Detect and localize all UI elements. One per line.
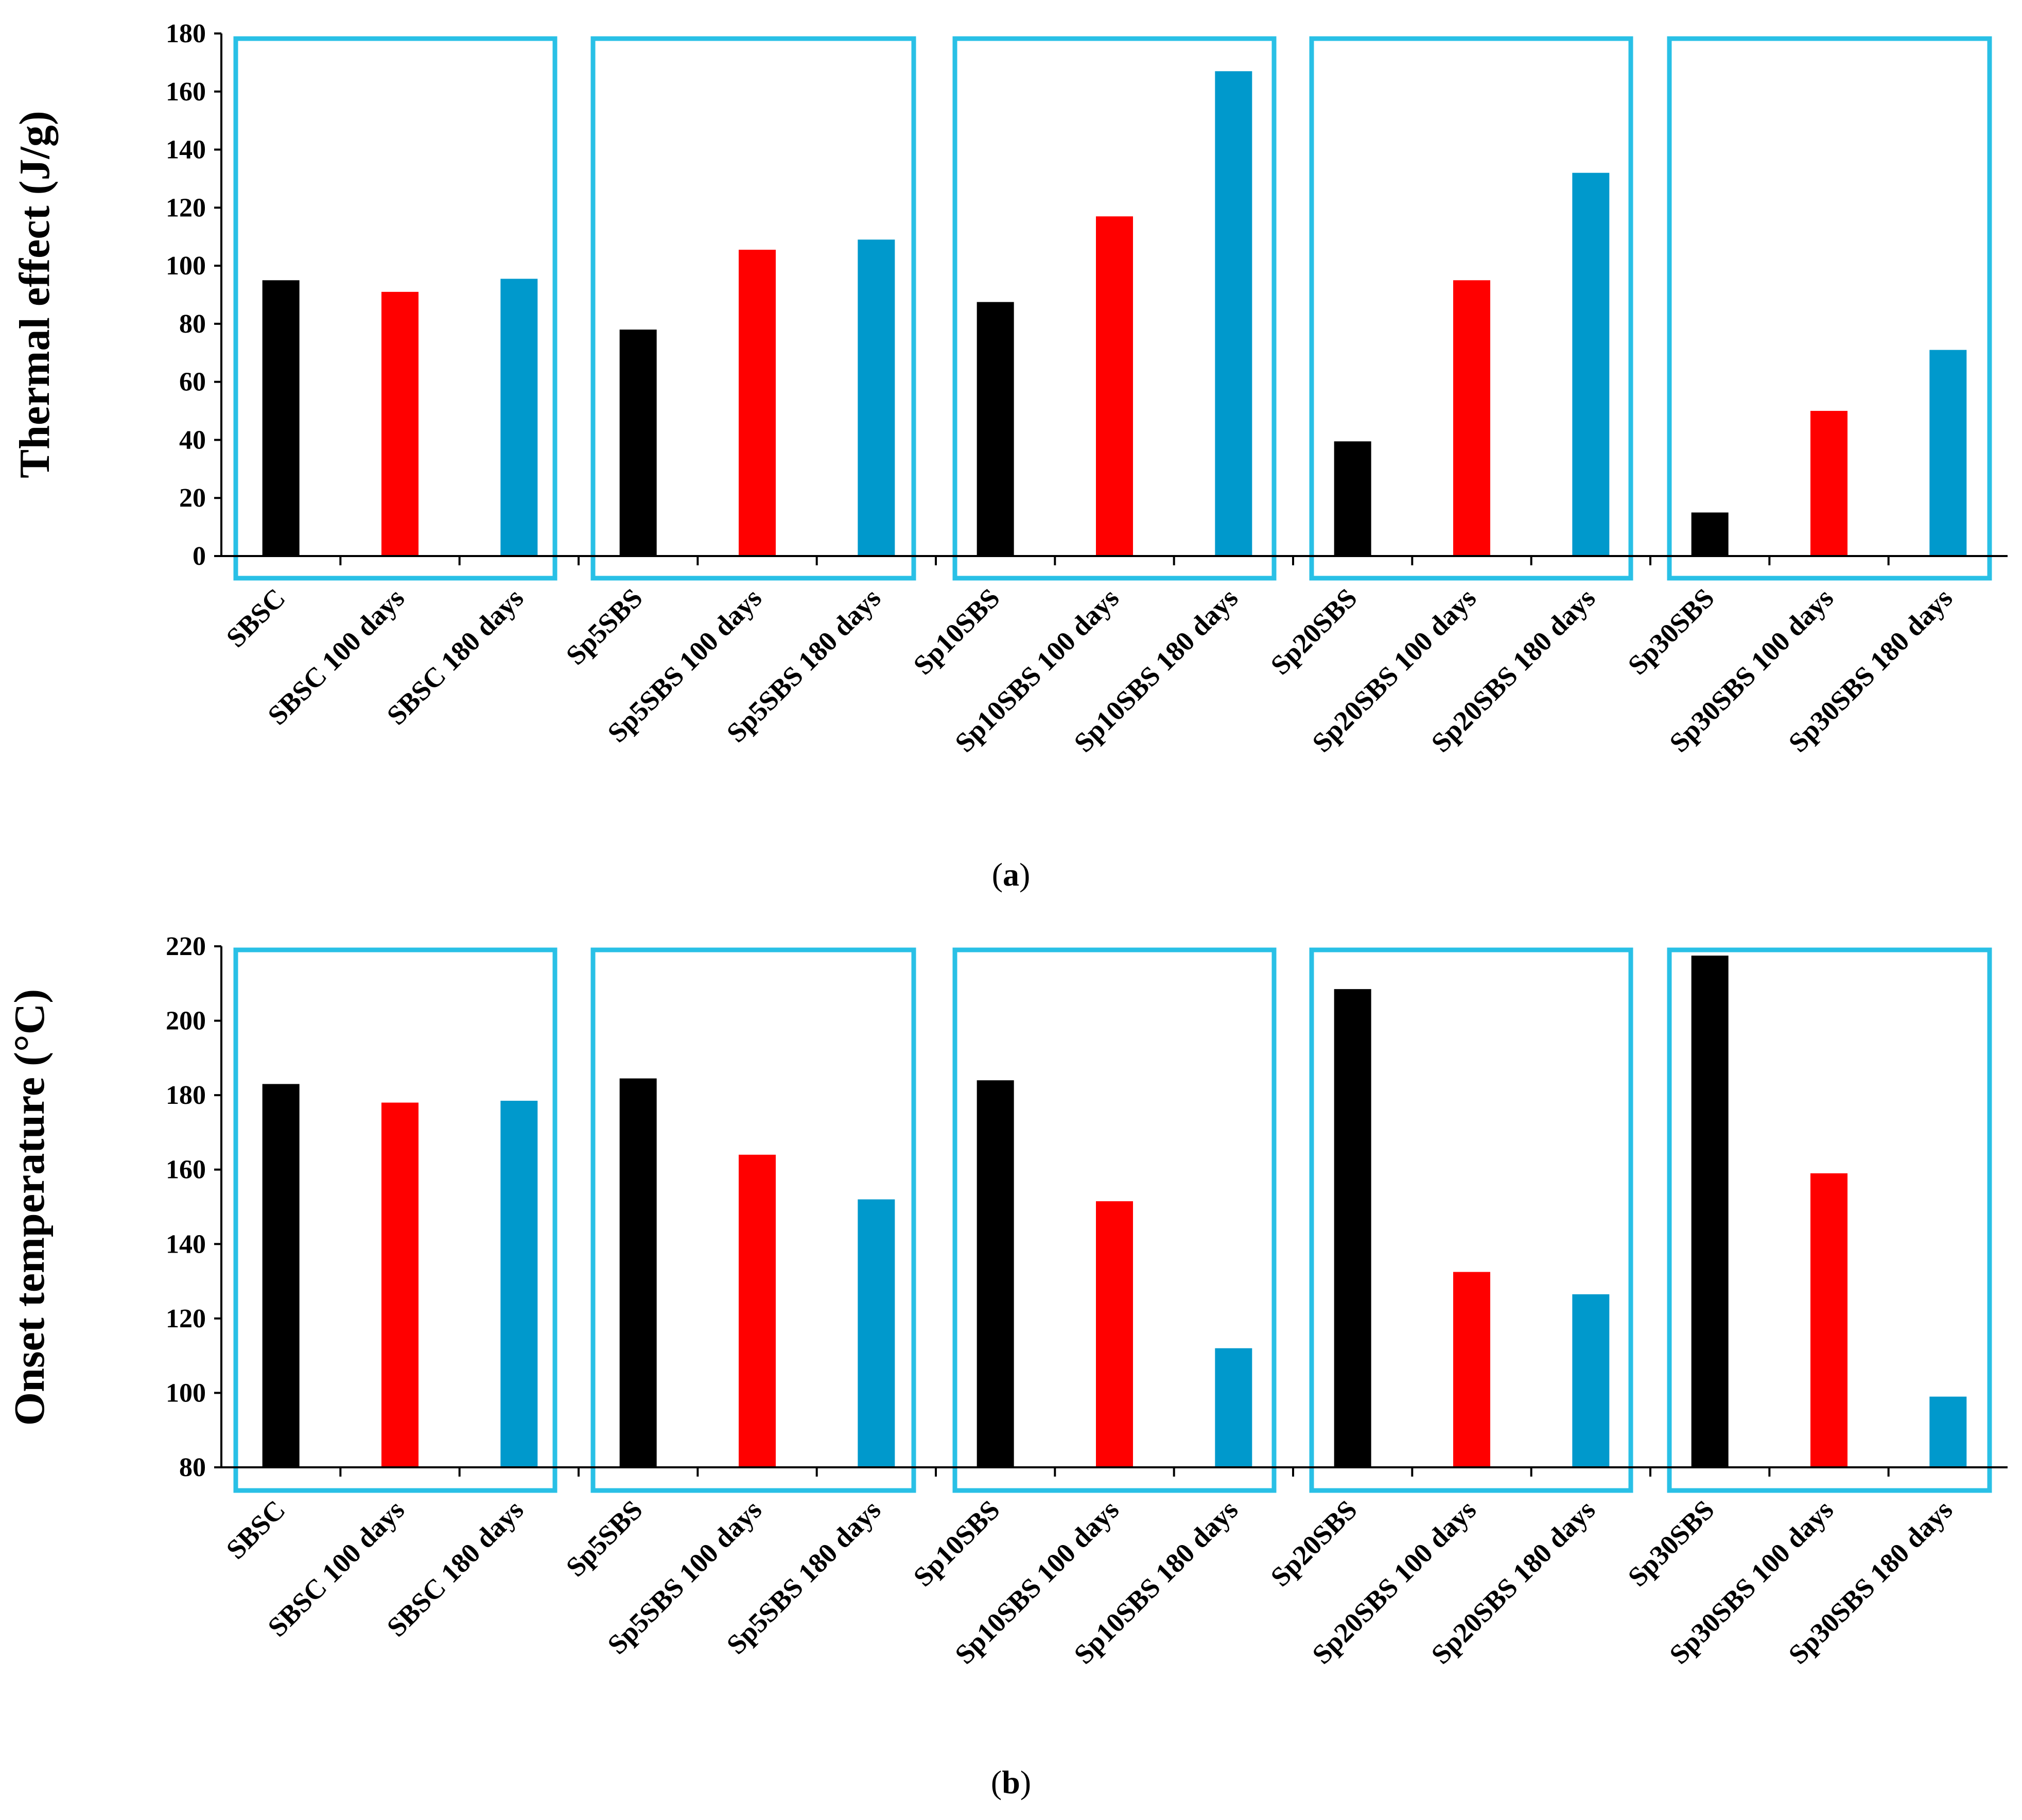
x-tick-label: Sp30SBS: [1622, 1494, 1720, 1592]
bar-sbsc-180-days: [500, 1100, 538, 1467]
y-tick-label: 80: [179, 1453, 206, 1482]
y-tick-label: 0: [193, 542, 206, 571]
bar-sp10sbs-100-days: [1096, 216, 1133, 556]
y-tick-label: 220: [166, 932, 206, 961]
bar-sp20sbs: [1334, 441, 1371, 556]
x-tick-label: Sp10SBS: [908, 582, 1006, 681]
bar-sbsc-180-days: [500, 279, 538, 556]
bar-sp30sbs-100-days: [1810, 411, 1847, 556]
y-tick-label: 140: [166, 1229, 206, 1259]
y-tick-label: 180: [166, 19, 206, 48]
x-tick-label: SBSC: [220, 1494, 291, 1565]
bar-sp10sbs: [977, 1080, 1014, 1467]
group-box: [590, 947, 916, 1493]
y-tick-label: 160: [166, 1155, 206, 1185]
y-tick-label: 100: [166, 1378, 206, 1408]
y-tick-label: 100: [166, 251, 206, 281]
bar-sbsc-100-days: [381, 1102, 419, 1467]
group-box: [952, 947, 1277, 1493]
group-box: [1667, 36, 1992, 581]
panel-label: (a): [992, 856, 1031, 893]
x-tick-label: Sp20SBS: [1265, 1494, 1363, 1592]
bar-sp20sbs-180-days: [1572, 172, 1610, 557]
bar-sbsc-100-days: [381, 291, 419, 556]
group-box: [1667, 947, 1992, 1493]
bar-sp5sbs-100-days: [739, 250, 776, 556]
y-tick-label: 160: [166, 77, 206, 107]
y-tick-label: 200: [166, 1007, 206, 1036]
bar-sp30sbs-100-days: [1810, 1173, 1847, 1467]
y-tick-label: 40: [179, 425, 206, 455]
bar-sbsc: [262, 1084, 300, 1467]
bar-sp5sbs-180-days: [858, 239, 895, 557]
x-tick-label: Sp5SBS: [560, 1494, 649, 1583]
y-axis-title: Onset temperature (°C): [6, 989, 54, 1426]
x-tick-label: Sp20SBS: [1265, 582, 1363, 681]
y-axis-title: Thermal effect (J/g): [11, 111, 59, 478]
group-box: [233, 947, 557, 1493]
bar-sp30sbs: [1691, 956, 1729, 1467]
bar-sp30sbs-180-days: [1929, 1396, 1967, 1467]
x-tick-label: Sp10SBS: [908, 1494, 1006, 1592]
bar-sp5sbs: [619, 330, 657, 556]
bar-sbsc: [262, 280, 300, 556]
bar-sp30sbs-180-days: [1929, 350, 1967, 556]
x-tick-label: Sp5SBS: [560, 582, 649, 671]
y-tick-label: 120: [166, 193, 206, 222]
y-tick-label: 120: [166, 1304, 206, 1333]
y-tick-label: 60: [179, 368, 206, 397]
bar-sp10sbs-180-days: [1215, 71, 1252, 557]
bar-sp20sbs-180-days: [1572, 1294, 1610, 1467]
panel-label: (b): [991, 1764, 1031, 1800]
bar-sp30sbs: [1691, 512, 1729, 556]
bar-sp10sbs: [977, 302, 1014, 556]
group-box: [952, 36, 1277, 581]
group-box: [1309, 36, 1633, 581]
y-tick-label: 180: [166, 1081, 206, 1110]
bar-sp5sbs-100-days: [739, 1154, 776, 1467]
x-tick-label: Sp30SBS: [1622, 582, 1720, 681]
y-tick-label: 20: [179, 483, 206, 513]
x-tick-label: SBSC: [220, 582, 291, 653]
group-box: [1309, 947, 1633, 1493]
bar-sp5sbs: [619, 1078, 657, 1467]
y-tick-label: 80: [179, 309, 206, 339]
bar-sp10sbs-100-days: [1096, 1201, 1133, 1467]
y-tick-label: 140: [166, 135, 206, 165]
bar-sp20sbs: [1334, 989, 1371, 1467]
bar-sp10sbs-180-days: [1215, 1348, 1252, 1467]
group-box: [233, 36, 557, 581]
bar-sp20sbs-100-days: [1453, 1272, 1490, 1467]
bar-sp5sbs-180-days: [858, 1199, 895, 1467]
group-box: [590, 36, 916, 581]
bar-sp20sbs-100-days: [1453, 280, 1490, 556]
